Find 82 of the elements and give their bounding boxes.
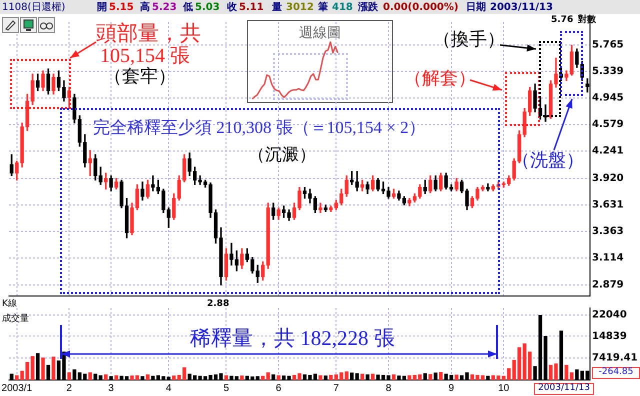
- annotation: （套牢）: [104, 66, 176, 87]
- annotation: （洗盤）: [512, 150, 584, 171]
- annotation: 2.88: [207, 299, 230, 310]
- bar: [172, 376, 176, 380]
- bar: [261, 376, 265, 380]
- y-tick-label: 4.579: [592, 119, 624, 130]
- bar: [344, 371, 348, 380]
- text: 5.15: [109, 2, 134, 13]
- y-tick-label: 3.363: [592, 226, 624, 237]
- bar: [428, 374, 432, 380]
- x-tick-label: 2: [66, 382, 72, 394]
- x-tick-label: 2003/1: [2, 382, 33, 394]
- bar: [114, 375, 118, 380]
- text: 開: [97, 2, 107, 13]
- text: 2003/11/13: [490, 2, 553, 13]
- text: 高: [140, 2, 150, 13]
- y-tick-label: 14839: [592, 330, 627, 342]
- bar: [438, 372, 443, 380]
- candlestick: [318, 202, 322, 213]
- annotation: （換手）: [433, 29, 505, 50]
- x-tick-label: 6: [276, 382, 282, 394]
- y-tick-label: 22040: [592, 310, 627, 321]
- bar: [329, 374, 333, 380]
- bar: [318, 375, 322, 380]
- text: 低: [183, 2, 193, 13]
- y-tick-label: 5.765: [592, 40, 624, 51]
- bar: [146, 374, 150, 380]
- x-tick-label: 5: [223, 382, 230, 394]
- bar: [67, 372, 72, 380]
- bar: [392, 374, 396, 380]
- bar: [52, 356, 56, 380]
- text: -264.85: [592, 367, 640, 379]
- text: 2003/11/13: [534, 383, 594, 395]
- x-tick-label: 7: [333, 382, 340, 394]
- text: 日期: [466, 2, 486, 13]
- x-tick-label: 9: [448, 382, 455, 394]
- annotation: 105,154 張: [100, 45, 190, 67]
- bar: [370, 374, 375, 380]
- annotation: 稀釋量，共 182,228 張: [190, 326, 395, 350]
- y-tick-label: 4.241: [592, 146, 624, 157]
- text: 5.11: [239, 2, 264, 13]
- text: 5.03: [195, 2, 220, 13]
- bar: [224, 375, 228, 380]
- y-tick-label: 3.631: [592, 199, 624, 210]
- text: 量: [272, 2, 282, 13]
- x-tick-label: 10: [498, 382, 510, 394]
- annotation: （沉澱）: [248, 145, 316, 165]
- bar: [360, 374, 364, 380]
- bar: [266, 372, 270, 380]
- bar: [240, 376, 244, 380]
- text: 筆: [318, 2, 328, 13]
- text: 5.23: [152, 2, 177, 13]
- bar: [41, 358, 45, 380]
- y-tick-label: 7419.41: [592, 352, 638, 364]
- text: 漲跌: [358, 2, 378, 13]
- y-tick-label: 2.879: [592, 280, 624, 291]
- bar: [454, 374, 458, 380]
- chart-title: 週線圖: [298, 24, 342, 42]
- bar: [88, 372, 92, 380]
- annotation: （解套）: [404, 68, 476, 89]
- y-tick-label: 3.114: [592, 252, 624, 264]
- text: 1108(日還權): [2, 2, 66, 13]
- text: 收: [227, 2, 237, 13]
- text: 成交量: [2, 312, 29, 325]
- annotation: 頭部量，共: [96, 21, 201, 46]
- text: 3012: [286, 2, 314, 13]
- y-tick-label: 3.920: [592, 172, 624, 184]
- text: 418: [332, 2, 353, 13]
- x-tick-label: 4: [166, 382, 172, 394]
- bar: [408, 375, 412, 380]
- annotation: 對數: [578, 15, 596, 26]
- text: 0.00(0.000%): [383, 2, 458, 13]
- annotation: 完全稀釋至少須 210,308 張（＝105,154 × 2）: [93, 118, 426, 138]
- bar: [104, 374, 108, 380]
- annotation: 5.76: [551, 15, 574, 26]
- annotation: K線: [2, 299, 17, 310]
- bar: [15, 375, 19, 380]
- x-tick-label: 8: [386, 382, 392, 394]
- bar: [276, 375, 280, 380]
- y-tick-label: 4.945: [592, 92, 624, 104]
- y-tick-label: 5.339: [592, 66, 624, 78]
- x-tick-label: 3: [108, 382, 114, 394]
